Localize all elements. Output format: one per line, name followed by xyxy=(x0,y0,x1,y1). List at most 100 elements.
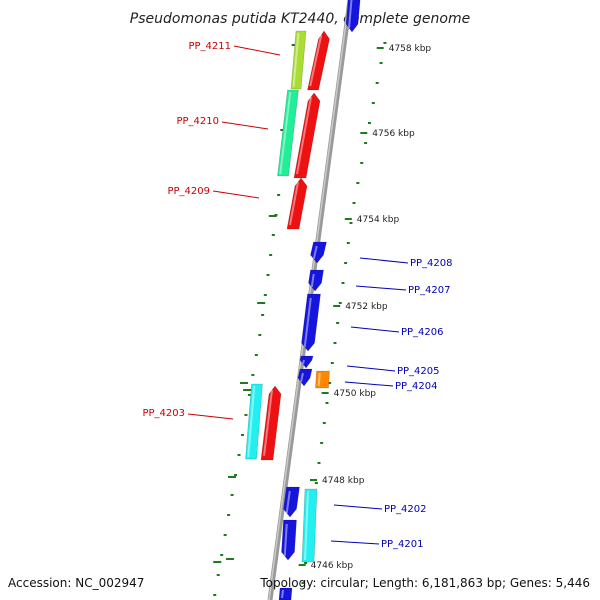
tick-dot xyxy=(240,434,244,436)
tick-dot xyxy=(266,274,270,276)
gene-label-pp-4209[interactable]: PP_4209 xyxy=(167,186,210,197)
gene-label-pp-4208[interactable]: PP_4208 xyxy=(410,258,453,269)
major-tick xyxy=(310,479,317,481)
tick-dot xyxy=(344,262,348,264)
gene-arrow-red-2[interactable] xyxy=(293,92,321,179)
tick-dot xyxy=(325,402,329,404)
gene-arrow-pp-4205-a[interactable] xyxy=(299,355,314,369)
tick-label: 4748 kbp xyxy=(322,476,365,486)
tick-dot xyxy=(349,222,353,224)
tick-label: 4750 kbp xyxy=(334,389,377,399)
leader-line xyxy=(187,413,234,420)
gene-arrow-top-partial[interactable] xyxy=(345,0,361,33)
leader-line xyxy=(333,504,383,510)
leader-line xyxy=(350,326,400,333)
tick-dot xyxy=(336,322,340,324)
gene-arrow-pp-4202[interactable] xyxy=(283,486,300,518)
gene-label-pp-4201[interactable]: PP_4201 xyxy=(381,539,424,550)
major-tick-left xyxy=(243,389,252,391)
tick-dot xyxy=(271,234,275,236)
gene-label-pp-4211[interactable]: PP_4211 xyxy=(188,41,231,52)
gene-arrow-pp-4205-b[interactable] xyxy=(297,368,313,387)
tick-dot xyxy=(304,562,308,564)
gene-block-pp-4211[interactable] xyxy=(290,30,307,90)
gene-arrow-red-4[interactable] xyxy=(260,385,282,461)
gene-arrow-pp-4208[interactable] xyxy=(310,241,327,264)
tick-dot xyxy=(379,62,383,64)
scale-ticks: 4758 kbp 4756 kbp 4754 kbp 4752 kbp 4750 kbp… xyxy=(213,32,431,571)
gene-arrow-pp-4206[interactable] xyxy=(301,293,321,352)
tick-label: 4756 kbp xyxy=(372,129,415,139)
tick-dot xyxy=(356,182,360,184)
gene-arrow-red-3[interactable] xyxy=(286,177,308,230)
tick-dot xyxy=(317,462,321,464)
gene-block-cyan-lower[interactable] xyxy=(301,488,318,563)
tick-dot xyxy=(328,382,332,384)
gene-label-pp-4204[interactable]: PP_4204 xyxy=(395,381,438,392)
tick-dot xyxy=(322,422,326,424)
major-tick xyxy=(298,564,306,566)
gene-label-pp-4205[interactable]: PP_4205 xyxy=(397,366,440,377)
gene-label-pp-4203[interactable]: PP_4203 xyxy=(142,408,185,419)
topology-text: Topology: circular; Length: 6,181,863 bp… xyxy=(260,576,590,590)
gene-labels: PP_4211 PP_4210 PP_4209 PP_4208 PP_4207 PP_42… xyxy=(142,41,452,550)
tick-label: 4752 kbp xyxy=(345,302,388,312)
major-tick-left xyxy=(268,215,277,217)
tick-dot xyxy=(367,122,371,124)
tick-dot xyxy=(352,202,356,204)
tick-dot xyxy=(364,142,368,144)
tick-dot xyxy=(247,394,251,396)
tick-dot xyxy=(371,102,375,104)
tick-dot xyxy=(220,554,224,556)
tick-label: 4754 kbp xyxy=(357,215,400,225)
tick-dot xyxy=(258,334,262,336)
leader-line xyxy=(344,381,394,387)
tick-label: 4758 kbp xyxy=(389,44,432,54)
tick-dot xyxy=(333,342,337,344)
tick-label: 4746 kbp xyxy=(311,561,354,571)
tick-dot xyxy=(277,194,281,196)
major-tick-left xyxy=(213,561,222,563)
major-tick-left xyxy=(228,476,236,478)
tick-dot xyxy=(314,482,318,484)
major-tick-left xyxy=(240,382,248,384)
tick-dot xyxy=(338,302,342,304)
gene-arrows xyxy=(245,0,361,600)
leader-line xyxy=(359,257,409,264)
tick-dot xyxy=(223,534,227,536)
tick-dot xyxy=(263,294,267,296)
gene-arrow-pp-4207[interactable] xyxy=(308,269,324,292)
leader-line xyxy=(233,45,281,56)
leader-line xyxy=(221,121,269,130)
gene-label-pp-4206[interactable]: PP_4206 xyxy=(401,327,444,338)
gene-block-pp-4210[interactable] xyxy=(277,89,299,177)
gene-arrow-pp-4201[interactable] xyxy=(281,519,297,561)
tick-dots xyxy=(213,34,387,596)
leader-line xyxy=(346,365,396,372)
tick-dot xyxy=(301,582,305,584)
tick-dot xyxy=(360,162,364,164)
gene-block-pp-4204[interactable] xyxy=(315,370,330,389)
gene-block-pp-4203[interactable] xyxy=(245,383,263,460)
gene-arrow-red-1[interactable] xyxy=(307,30,330,91)
gene-label-pp-4207[interactable]: PP_4207 xyxy=(408,285,451,296)
leader-line xyxy=(212,190,260,199)
tick-dot xyxy=(254,354,258,356)
tick-dot xyxy=(227,514,231,516)
tick-dot xyxy=(230,494,234,496)
tick-dot xyxy=(216,574,220,576)
gene-label-pp-4210[interactable]: PP_4210 xyxy=(176,116,219,127)
tick-dot xyxy=(383,42,387,44)
major-tick xyxy=(321,392,329,394)
tick-dot xyxy=(375,82,379,84)
gene-label-pp-4202[interactable]: PP_4202 xyxy=(384,504,427,515)
major-tick xyxy=(333,305,341,307)
major-tick-left xyxy=(257,302,266,304)
leader-line xyxy=(330,540,380,545)
gene-arrow-bottom-partial[interactable] xyxy=(278,587,293,600)
accession-text: Accession: NC_002947 xyxy=(8,576,145,590)
major-tick-left xyxy=(226,558,234,560)
tick-dot xyxy=(330,362,334,364)
tick-dot xyxy=(237,454,241,456)
